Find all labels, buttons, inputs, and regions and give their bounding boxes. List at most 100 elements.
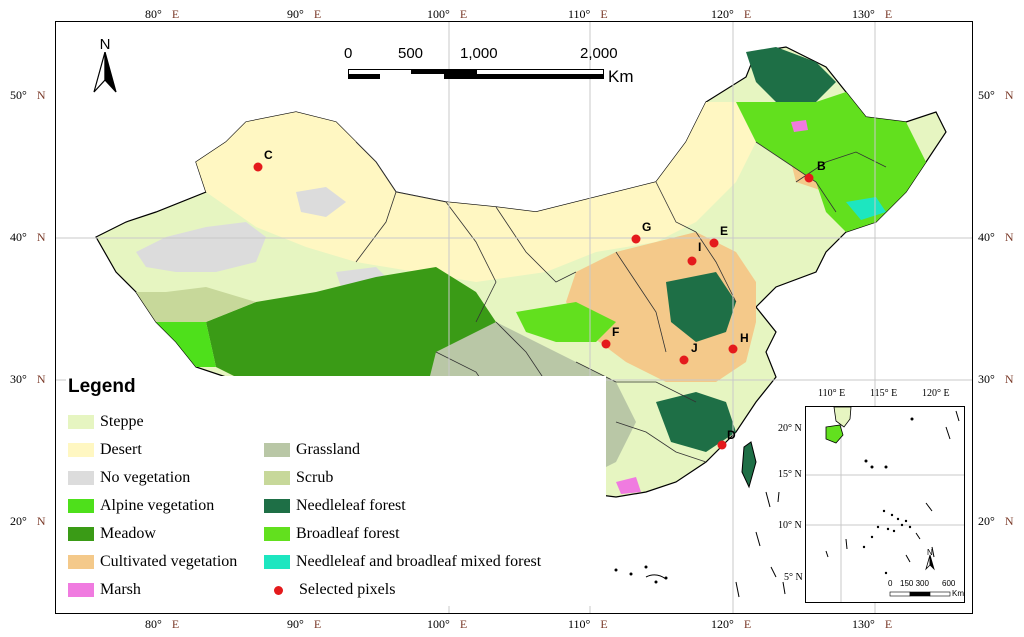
legend-item-no-vegetation: No vegetation xyxy=(68,467,190,489)
swatch-desert xyxy=(68,443,94,457)
swatch-broadleaf xyxy=(264,527,290,541)
svg-text:F: F xyxy=(612,325,619,339)
north-arrow: N xyxy=(92,36,118,96)
alpine-vegetation-south xyxy=(156,322,216,367)
taiwan-island xyxy=(741,441,757,489)
scale-bar: 0 500 1,000 2,000 Km xyxy=(344,45,634,87)
legend-item-meadow: Meadow xyxy=(68,523,156,545)
inset-left-tick-15: 15° N xyxy=(778,469,802,480)
legend-item-scrub: Scrub xyxy=(264,467,333,489)
pixel-E: E xyxy=(709,224,728,248)
meadow-plateau xyxy=(206,267,496,412)
pixel-D: D xyxy=(717,428,736,450)
inset-scale-150-300: 150 300 xyxy=(900,579,929,588)
swatch-needleleaf xyxy=(264,499,290,513)
svg-text:J: J xyxy=(691,341,698,355)
selected-pixel-dot-icon xyxy=(274,585,283,595)
marsh-northeast xyxy=(791,120,808,132)
legend-item-steppe: Steppe xyxy=(68,411,144,433)
inset-scale-600: 600 xyxy=(942,579,956,588)
svg-text:D: D xyxy=(727,428,736,442)
north-arrow-icon xyxy=(93,52,117,93)
pixel-H: H xyxy=(728,331,749,354)
scs-islands xyxy=(614,491,786,598)
svg-text:B: B xyxy=(817,159,826,173)
top-tick-110: 110° E xyxy=(568,7,608,21)
pixel-G: G xyxy=(631,220,651,244)
inset-top-tick-115: 115° E xyxy=(870,388,898,399)
right-tick-40: 40° N xyxy=(978,230,1014,244)
legend-item-mixed-forest: Needleleaf and broadleaf mixed forest xyxy=(264,551,541,573)
cultivated-east xyxy=(566,232,756,382)
left-tick-40: 40° N xyxy=(10,230,46,244)
legend-item-broadleaf: Broadleaf forest xyxy=(264,523,400,545)
inset-north-label: N xyxy=(927,548,933,557)
swatch-mixed-forest xyxy=(264,555,290,569)
swatch-no-vegetation xyxy=(68,471,94,485)
south-china-sea-inset: 20° N 15° N 10° N 5° N xyxy=(778,406,965,603)
scale-label-0: 0 xyxy=(344,45,353,62)
needleleaf-east xyxy=(666,272,736,342)
bottom-tick-100: 100° E xyxy=(427,617,468,631)
north-arrow-label: N xyxy=(99,36,111,53)
right-tick-50: 50° N xyxy=(978,88,1014,102)
svg-text:E: E xyxy=(720,224,728,238)
inset-top-tick-120: 120° E xyxy=(922,388,950,399)
broadleaf-center xyxy=(516,302,616,342)
scale-label-1000: 1,000 xyxy=(460,45,498,62)
swatch-meadow xyxy=(68,527,94,541)
no-vegetation-inner xyxy=(296,187,346,217)
map-frame xyxy=(55,21,973,614)
legend-item-cultivated: Cultivated vegetation xyxy=(68,551,237,573)
alpine-vegetation-west xyxy=(136,287,256,322)
swatch-alpine xyxy=(68,499,94,513)
pixel-B: B xyxy=(804,159,826,183)
no-vegetation-basin xyxy=(136,222,266,272)
inset-scale-0: 0 xyxy=(888,579,893,588)
top-tick-90: 90° E xyxy=(287,7,322,21)
left-tick-50: 50° N xyxy=(10,88,46,102)
left-tick-20: 20° N xyxy=(10,514,46,528)
scale-label-500: 500 xyxy=(398,45,424,62)
swatch-cultivated xyxy=(68,555,94,569)
swatch-steppe xyxy=(68,415,94,429)
bottom-tick-130: 130° E xyxy=(852,617,893,631)
pixel-C: C xyxy=(253,148,273,172)
top-tick-80: 80° E xyxy=(145,7,180,21)
scale-seg-lower xyxy=(348,74,604,79)
inset-left-tick-20: 20° N xyxy=(778,423,802,434)
legend-item-selected-pixels: Selected pixels xyxy=(264,579,395,601)
needleleaf-southeast xyxy=(656,392,736,452)
pixel-F: F xyxy=(601,325,619,349)
bottom-tick-120: 120° E xyxy=(711,617,752,631)
bottom-tick-90: 90° E xyxy=(287,617,322,631)
legend-item-grassland: Grassland xyxy=(264,439,360,461)
needleleaf-northeast xyxy=(746,47,836,102)
bottom-tick-110: 110° E xyxy=(568,617,608,631)
inset-scale-unit: Km xyxy=(952,589,964,598)
scale-label-2000: 2,000 xyxy=(580,45,618,62)
legend-title: Legend xyxy=(68,376,136,397)
marsh-south xyxy=(616,477,641,494)
inset-left-tick-5: 5° N xyxy=(784,572,803,583)
mixed-forest-northeast xyxy=(846,197,886,220)
legend-item-desert: Desert xyxy=(68,439,142,461)
legend-item-alpine: Alpine vegetation xyxy=(68,495,214,517)
swatch-marsh xyxy=(68,583,94,597)
right-tick-20: 20° N xyxy=(978,514,1014,528)
legend-item-needleleaf: Needleleaf forest xyxy=(264,495,406,517)
svg-text:I: I xyxy=(698,240,701,254)
right-tick-30: 30° N xyxy=(978,372,1014,386)
top-tick-120: 120° E xyxy=(711,7,752,21)
swatch-scrub xyxy=(264,471,290,485)
svg-text:G: G xyxy=(642,220,651,234)
scale-unit: Km xyxy=(608,67,634,86)
legend: Legend Steppe Desert No vegetation Alpin… xyxy=(66,376,606,606)
top-tick-100: 100° E xyxy=(427,7,468,21)
inset-left-tick-10: 10° N xyxy=(778,520,802,531)
pixel-J: J xyxy=(679,341,698,365)
inset-map xyxy=(806,407,964,602)
legend-item-marsh: Marsh xyxy=(68,579,141,601)
svg-text:H: H xyxy=(740,331,749,345)
